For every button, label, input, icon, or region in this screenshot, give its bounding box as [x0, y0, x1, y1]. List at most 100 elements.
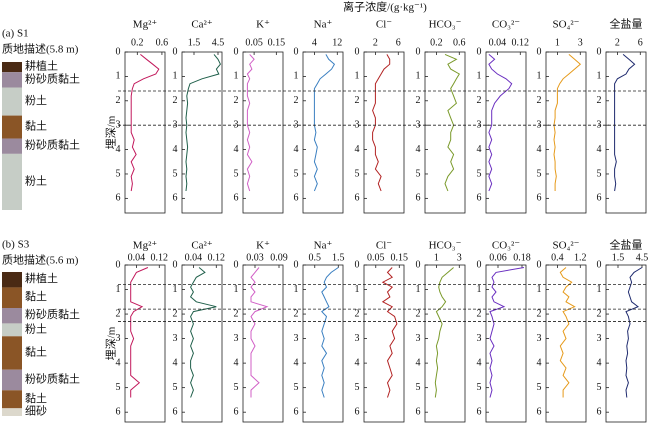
x-tick-label: 1 — [555, 37, 560, 48]
soil-layer — [2, 408, 22, 416]
y-tick-label: 6 — [234, 406, 239, 417]
layer-name: 黏土 — [25, 391, 47, 405]
y-tick-label: 1 — [234, 284, 239, 295]
plot-frame — [424, 51, 466, 214]
y-tick-label: 3 — [416, 333, 421, 344]
x-tick-label: 12 — [332, 37, 342, 48]
soil-layer — [2, 369, 22, 391]
layer-name: 粉砂质黏土 — [25, 307, 80, 321]
texture-description: 质地描述(5.8 m) — [2, 42, 79, 56]
soil-layer — [2, 138, 22, 154]
layer-name: 粉砂质黏土 — [25, 71, 80, 85]
y-tick-label: 2 — [416, 95, 421, 106]
y-tick-label: 5 — [234, 168, 239, 179]
y-tick-label: 0 — [477, 259, 482, 270]
y-tick-label: 6 — [355, 406, 360, 417]
panel-title: Na⁺ — [314, 240, 333, 252]
profile-line — [130, 54, 160, 192]
y-tick-label: 3 — [477, 333, 482, 344]
x-tick-label: 0.05 — [367, 252, 385, 263]
y-tick-label: 0 — [537, 46, 542, 57]
y-tick-label: 3 — [537, 333, 542, 344]
x-tick-label: 0.6 — [156, 37, 169, 48]
panel-title: HCO₃⁻ — [429, 240, 462, 252]
x-tick-label: 0.05 — [245, 37, 263, 48]
y-tick-label: 4 — [116, 144, 121, 155]
y-tick-label: 3 — [597, 333, 602, 344]
x-tick-label: 0.04 — [489, 37, 507, 48]
x-tick-label: 0.04 — [185, 252, 203, 263]
panel-title: K⁺ — [256, 19, 270, 31]
profile-line — [189, 267, 217, 398]
panel-title: Na⁺ — [314, 19, 333, 31]
y-tick-label: 4 — [597, 144, 602, 155]
y-tick-label: 3 — [355, 333, 360, 344]
y-tick-label: 4 — [537, 144, 542, 155]
x-tick-label: 0.5 — [309, 252, 322, 263]
plot-frame — [605, 51, 647, 214]
x-tick-label: 0.4 — [551, 252, 564, 263]
y-tick-label: 6 — [116, 406, 121, 417]
y-tick-label: 3 — [234, 333, 239, 344]
y-tick-label: 5 — [234, 382, 239, 393]
plot-frame — [302, 264, 344, 423]
soil-layer — [2, 153, 22, 210]
y-tick-label: 2 — [537, 95, 542, 106]
y-tick-label: 0 — [355, 46, 360, 57]
soil-layer — [2, 272, 22, 288]
y-tick-label: 5 — [355, 168, 360, 179]
plot-frame — [124, 264, 166, 423]
soil-layer — [2, 323, 22, 337]
layer-name: 粉土 — [25, 94, 47, 107]
y-tick-label: 2 — [234, 308, 239, 319]
y-tick-label: 0 — [234, 46, 239, 57]
x-tick-label: 3 — [578, 37, 583, 48]
profile-line — [372, 54, 391, 192]
y-tick-label: 5 — [355, 382, 360, 393]
soil-layer — [2, 87, 22, 116]
layer-name: 细砂 — [25, 405, 47, 418]
y-tick-label: 5 — [597, 168, 602, 179]
y-tick-label: 4 — [234, 144, 239, 155]
y-tick-label: 5 — [416, 382, 421, 393]
y-tick-label: 6 — [294, 406, 299, 417]
y-tick-label: 6 — [477, 406, 482, 417]
y-tick-label: 6 — [537, 193, 542, 204]
y-tick-label: 2 — [173, 95, 178, 106]
profile-line — [313, 54, 336, 192]
y-tick-label: 0 — [597, 259, 602, 270]
plot-frame — [545, 264, 587, 423]
y-tick-label: 5 — [116, 168, 121, 179]
plot-frame — [605, 264, 647, 423]
y-tick-label: 6 — [416, 406, 421, 417]
x-tick-label: 0.04 — [128, 252, 146, 263]
plot-frame — [302, 51, 344, 214]
profile-line — [381, 267, 398, 398]
soil-layer — [2, 115, 22, 139]
site-label: (a) S1 — [2, 28, 29, 40]
y-tick-label: 1 — [477, 71, 482, 82]
panel-title: CO₃²⁻ — [492, 240, 520, 252]
soil-layer — [2, 72, 22, 88]
y-tick-label: 4 — [355, 357, 360, 368]
layer-name: 耕植土 — [25, 271, 58, 285]
x-tick-label: 1.5 — [332, 252, 345, 263]
profile-line — [489, 267, 525, 398]
y-tick-label: 4 — [294, 144, 299, 155]
x-tick-label: 3 — [457, 252, 462, 263]
x-tick-label: 4.5 — [636, 252, 649, 263]
y-tick-label: 6 — [355, 193, 360, 204]
profile-line — [444, 53, 460, 192]
y-tick-label: 0 — [173, 46, 178, 57]
y-tick-label: 0 — [294, 46, 299, 57]
x-tick-label: 6 — [396, 37, 401, 48]
profile-line — [559, 267, 576, 398]
y-tick-label: 6 — [477, 193, 482, 204]
soil-layer — [2, 287, 22, 308]
y-tick-label: 6 — [294, 193, 299, 204]
x-tick-label: 0.15 — [268, 37, 286, 48]
y-tick-label: 2 — [597, 95, 602, 106]
y-tick-label: 2 — [597, 308, 602, 319]
x-tick-label: 0.2 — [430, 37, 443, 48]
